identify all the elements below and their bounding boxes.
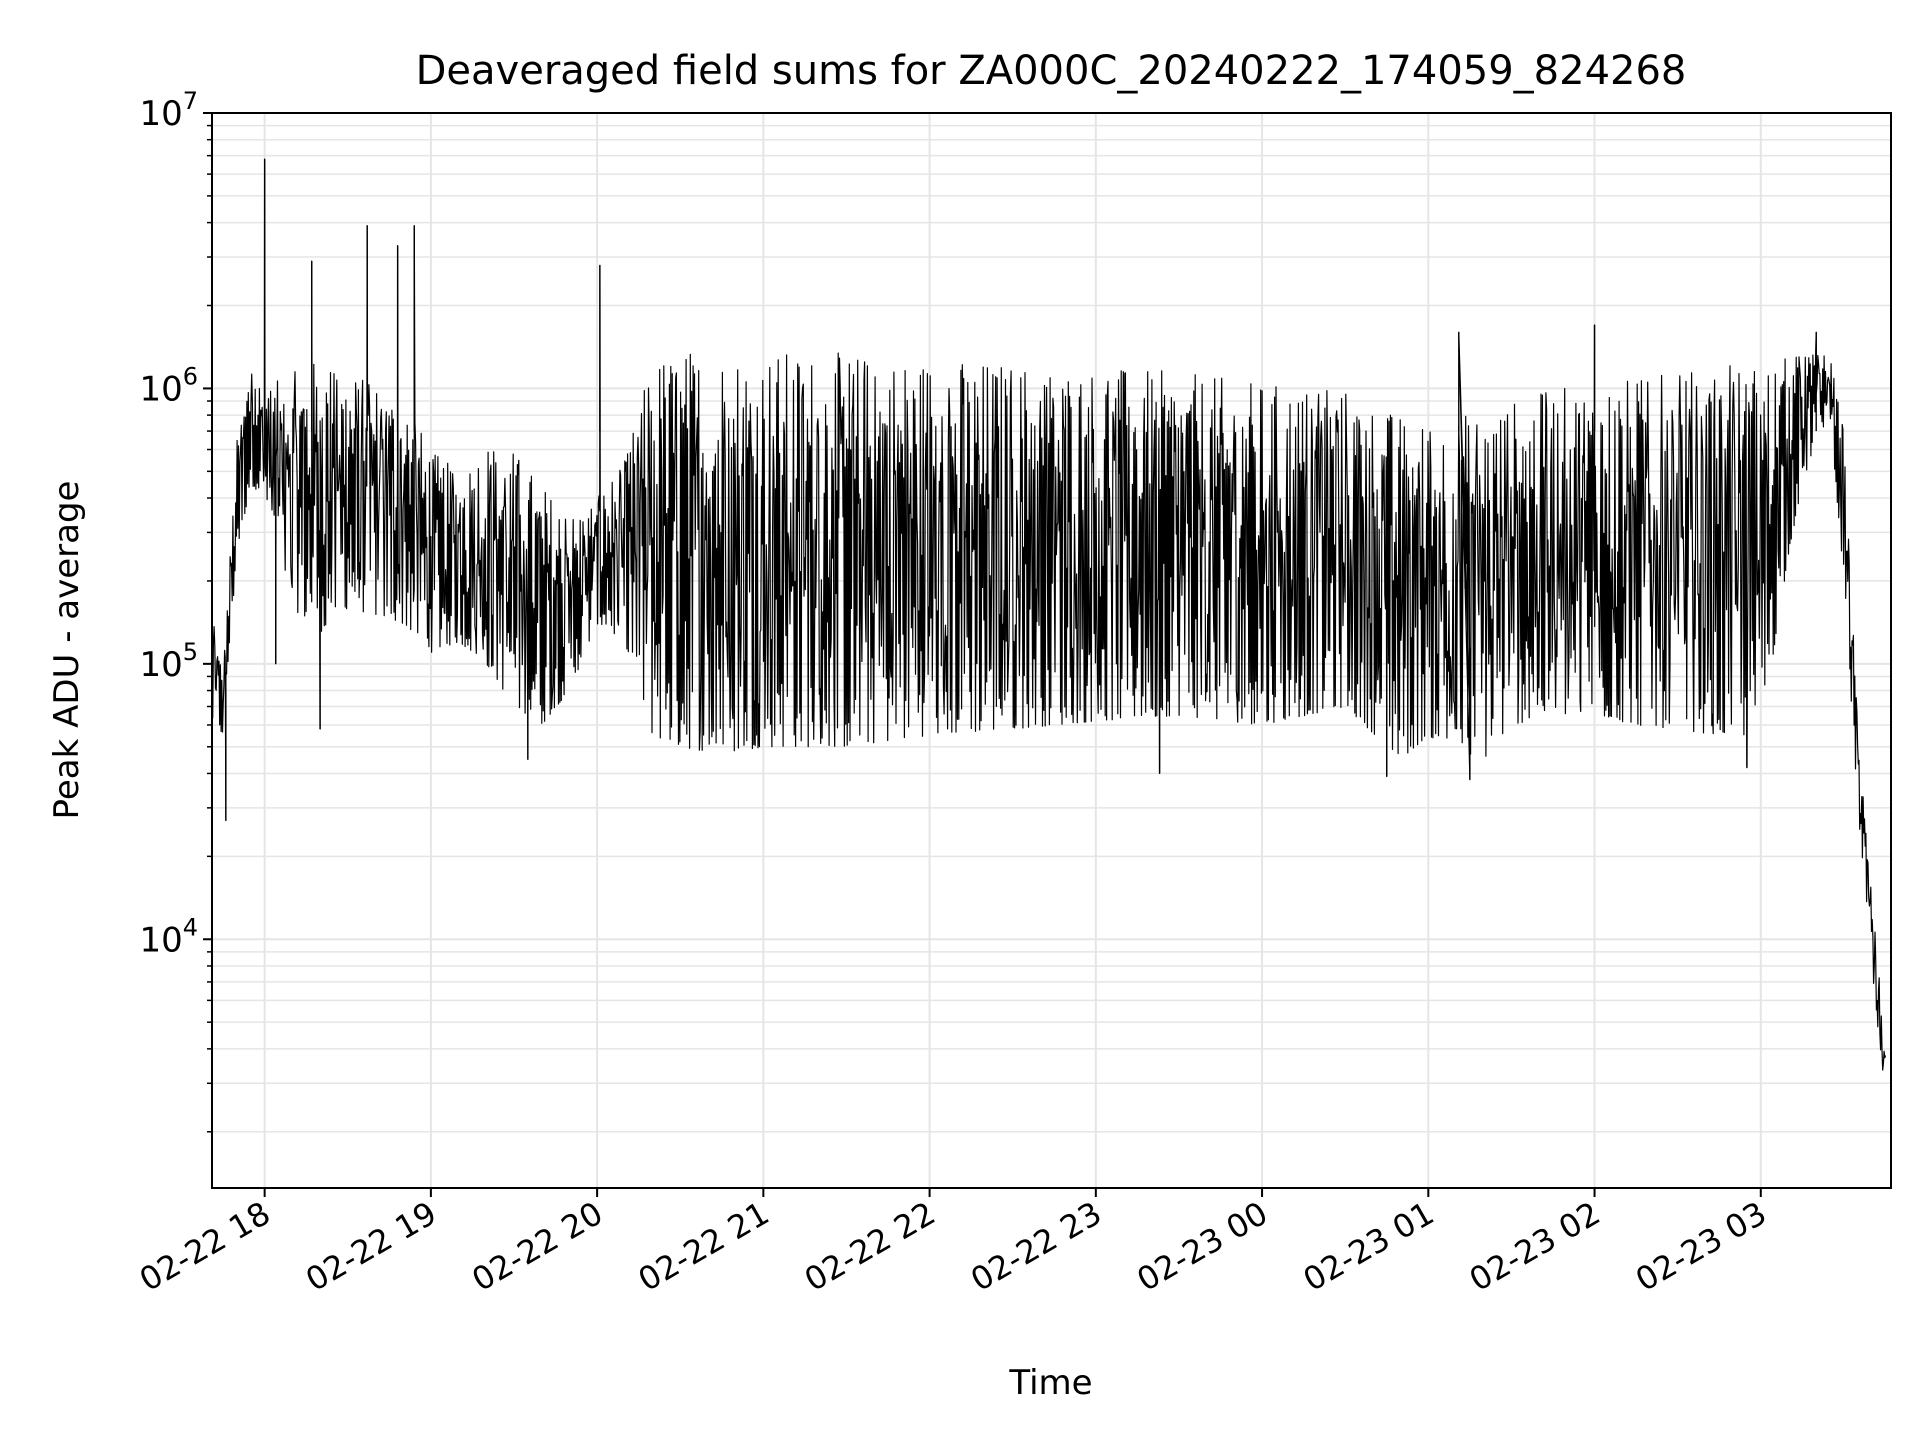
y-tick-label: 106 [139, 362, 198, 409]
y-tick-base: 10 [139, 920, 182, 960]
y-tick-label: 107 [139, 87, 198, 134]
y-tick-exponent: 6 [183, 362, 198, 390]
data-series-line [211, 158, 1887, 1071]
y-tick-base: 10 [139, 94, 182, 134]
x-axis-label: Time [1008, 1363, 1092, 1403]
axes-frame [211, 112, 1892, 1189]
y-tick-base: 10 [139, 369, 182, 409]
y-axis-label: Peak ADU - average [47, 481, 87, 820]
series-layer [211, 158, 1887, 1071]
y-tick-exponent: 5 [183, 638, 198, 666]
y-tick-base: 10 [139, 645, 182, 685]
y-tick-label: 105 [139, 638, 198, 685]
y-tick-exponent: 4 [183, 913, 198, 941]
y-tick-label: 104 [139, 913, 198, 960]
chart-title: Deaveraged field sums for ZA000C_2024022… [416, 48, 1687, 94]
y-tick-exponent: 7 [183, 87, 198, 115]
